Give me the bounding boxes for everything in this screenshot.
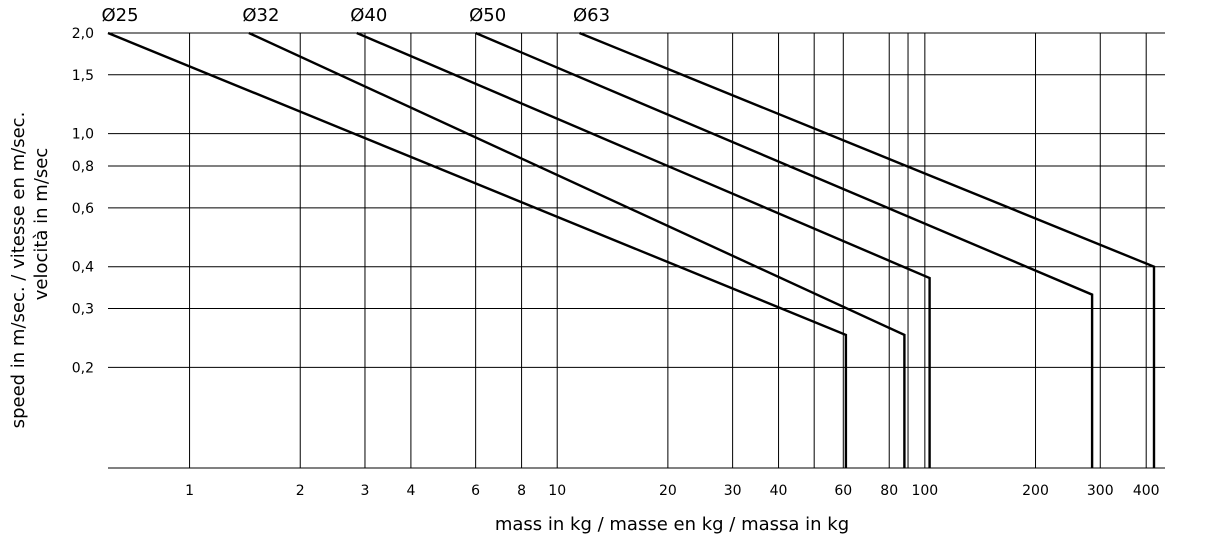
x-tick-label: 100: [911, 483, 938, 499]
series-label-25: Ø25: [101, 5, 138, 26]
series-label-32: Ø32: [242, 5, 279, 26]
series-label-40: Ø40: [350, 5, 387, 26]
y-tick-label: 0,3: [72, 301, 94, 317]
x-tick-label: 80: [880, 483, 898, 499]
x-tick-label: 40: [770, 483, 788, 499]
y-tick-label: 0,6: [72, 201, 94, 217]
y-axis-title-line-2: velocità in m/sec: [31, 148, 52, 301]
y-tick-label: 2,0: [72, 26, 94, 42]
x-tick-label: 400: [1133, 483, 1160, 499]
x-tick-label: 6: [471, 483, 480, 499]
series-line-40: [356, 31, 931, 468]
x-tick-label: 8: [517, 483, 526, 499]
tick-labels: 2,0 1,5 1,0 0,8 0,6 0,4 0,3 0,2 1 2 3 4 6 8 10 20 30 40 60…: [72, 5, 1160, 499]
series-label-63: Ø63: [573, 5, 610, 26]
series-line-50: [475, 31, 1094, 468]
series-label-50: Ø50: [469, 5, 506, 26]
y-axis-title-line-1: speed in m/sec. / vitesse en m/sec.: [8, 112, 29, 429]
x-tick-label: 10: [548, 483, 566, 499]
series-lines: [107, 31, 1156, 468]
x-tick-label: 1: [185, 483, 194, 499]
x-tick-label: 200: [1022, 483, 1049, 499]
series-line-32: [248, 31, 906, 468]
y-tick-label: 0,4: [72, 260, 94, 276]
y-tick-label: 0,8: [72, 159, 94, 175]
y-tick-label: 1,0: [72, 127, 94, 143]
x-tick-label: 3: [361, 483, 370, 499]
x-tick-label: 300: [1087, 483, 1114, 499]
series-line-25: [107, 31, 848, 468]
grid: [108, 32, 1165, 469]
x-tick-label: 60: [834, 483, 852, 499]
series-line-63: [579, 31, 1156, 468]
x-tick-label: 20: [659, 483, 677, 499]
x-tick-label: 2: [296, 483, 305, 499]
y-tick-label: 0,2: [72, 360, 94, 376]
x-axis-title: mass in kg / masse en kg / massa in kg: [495, 514, 849, 535]
y-tick-label: 1,5: [72, 68, 94, 84]
y-axis-title: speed in m/sec. / vitesse en m/sec. velo…: [8, 112, 52, 429]
x-tick-label: 30: [724, 483, 742, 499]
x-tick-label: 4: [406, 483, 415, 499]
